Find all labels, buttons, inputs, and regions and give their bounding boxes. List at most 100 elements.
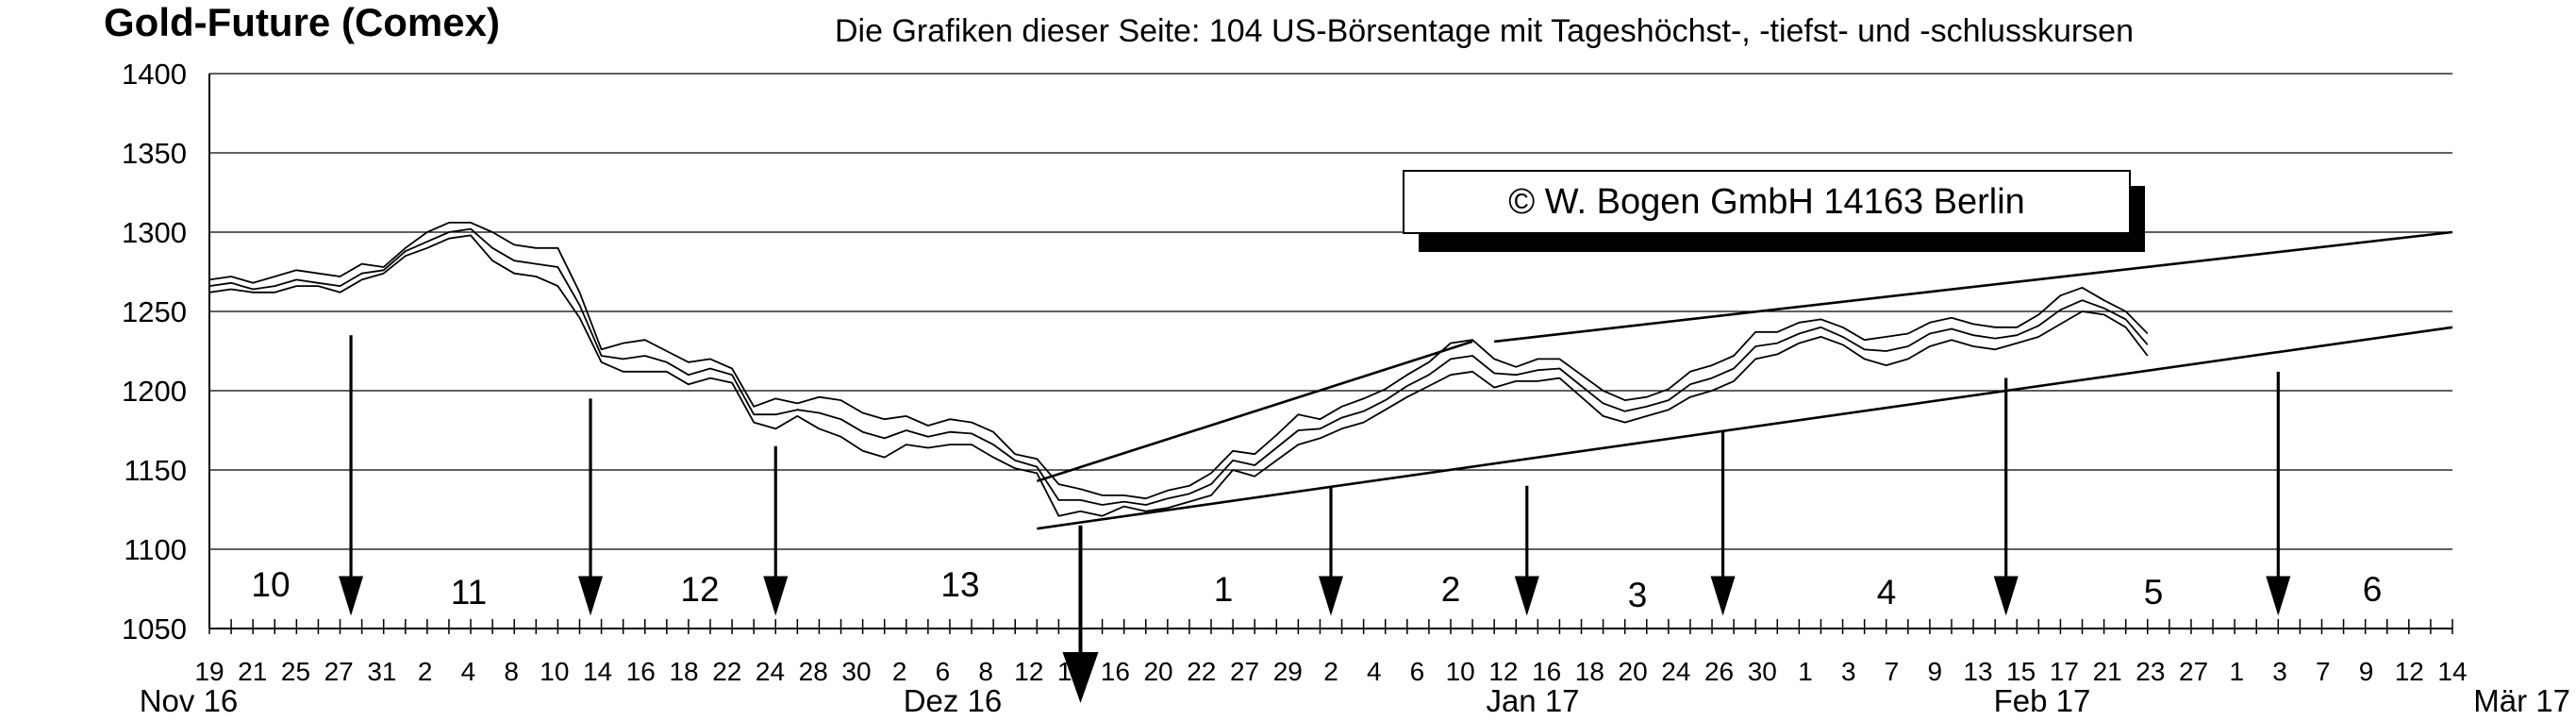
x-tick-label: 31 — [367, 657, 396, 686]
price-line — [208, 221, 2149, 500]
x-tick-label: 15 — [2006, 657, 2036, 686]
price-line — [208, 227, 2149, 506]
cycle-number: 2 — [1441, 570, 1461, 609]
x-tick-label: 4 — [461, 657, 476, 686]
x-tick-label: 30 — [1748, 657, 1777, 686]
cycle-arrow-head — [1062, 651, 1099, 703]
x-tick-label: 24 — [1661, 657, 1690, 686]
x-tick-label: 18 — [669, 657, 698, 686]
x-tick-label: 20 — [1619, 657, 1648, 686]
cycle-number: 12 — [680, 570, 719, 609]
x-tick-label: 14 — [2437, 657, 2467, 686]
trend-line — [1037, 326, 2453, 530]
x-tick-label: 27 — [1230, 657, 1259, 686]
cycle-numbers: 10 11 12 13 1 2 3 4 5 6 — [251, 565, 2382, 614]
cycle-arrow-head — [1993, 576, 2019, 616]
x-tick-label: 3 — [1841, 657, 1856, 686]
x-tick-label: 7 — [2316, 657, 2331, 686]
y-tick-label: 1100 — [124, 533, 187, 566]
cycle-arrow-head — [339, 576, 364, 616]
x-tick-label: 6 — [1410, 657, 1425, 686]
x-tick-label: 9 — [1927, 657, 1942, 686]
cycle-arrow-head — [1319, 576, 1343, 616]
cycle-arrow-head — [763, 576, 789, 616]
x-tick-label: 22 — [712, 657, 741, 686]
trend-line — [1036, 340, 1473, 482]
x-tick-label: 2 — [892, 657, 907, 686]
cycle-number: 11 — [451, 573, 487, 612]
month-label: Nov 16 — [140, 683, 239, 718]
x-tick-label: 22 — [1187, 657, 1216, 686]
copyright-text: © W. Bogen GmbH 14163 Berlin — [1508, 182, 2025, 222]
x-tick-label: 1 — [2230, 657, 2245, 686]
x-tick-label: 10 — [1446, 657, 1475, 686]
x-tick-label: 17 — [2050, 657, 2079, 686]
cycle-number: 10 — [251, 565, 290, 604]
x-tick-label: 30 — [841, 657, 871, 686]
month-label: Dez 16 — [904, 683, 1003, 718]
x-tick-label: 12 — [1014, 657, 1043, 686]
x-tick-label: 14 — [583, 657, 612, 686]
month-label: Jan 17 — [1486, 683, 1579, 718]
x-tick-label: 21 — [2093, 657, 2122, 686]
y-tick-label: 1050 — [122, 612, 187, 646]
y-tick-label: 1350 — [122, 137, 187, 170]
trend-lines — [1036, 230, 2453, 530]
y-tick-label: 1300 — [122, 216, 187, 249]
cycle-arrow-head — [1514, 576, 1539, 616]
x-tick-label: 9 — [2359, 657, 2374, 686]
cycle-arrow-head — [2266, 576, 2291, 616]
x-tick-label: 29 — [1273, 657, 1303, 686]
x-tick-label: 16 — [626, 657, 656, 686]
x-tick-label: 2 — [418, 657, 433, 686]
price-series — [208, 221, 2149, 517]
cycle-arrow-head — [1710, 576, 1736, 616]
grid — [209, 73, 2452, 550]
x-tick-label: 12 — [1488, 657, 1518, 686]
y-axis: 1050 1100 1150 1200 1250 1300 1350 1400 — [122, 58, 210, 646]
cycle-number: 6 — [2363, 570, 2383, 609]
x-axis: 1921252731248101416182224283026812141620… — [140, 619, 2570, 718]
x-tick-label: 13 — [1963, 657, 1992, 686]
x-tick-label: 10 — [540, 657, 569, 686]
x-tick-label: 16 — [1532, 657, 1561, 686]
cycle-arrow-head — [578, 576, 604, 616]
y-tick-label: 1250 — [122, 295, 187, 328]
x-tick-label: 1 — [1798, 657, 1813, 686]
x-tick-label: 23 — [2136, 657, 2165, 686]
copyright-box: © W. Bogen GmbH 14163 Berlin — [1403, 170, 2145, 252]
x-tick-label: 24 — [756, 657, 785, 686]
x-tick-label: 26 — [1704, 657, 1734, 686]
x-tick-label: 19 — [194, 657, 224, 686]
x-tick-label: 3 — [2272, 657, 2287, 686]
month-label: Mär 17 — [2473, 683, 2570, 718]
x-tick-label: 7 — [1885, 657, 1900, 686]
y-tick-label: 1150 — [124, 454, 187, 487]
price-line — [208, 234, 2149, 517]
x-tick-label: 25 — [281, 657, 310, 686]
month-label: Feb 17 — [1994, 683, 2091, 718]
y-tick-label: 1400 — [122, 58, 187, 91]
x-tick-label: 27 — [324, 657, 354, 686]
x-tick-label: 4 — [1367, 657, 1382, 686]
x-tick-label: 18 — [1575, 657, 1604, 686]
x-tick-label: 27 — [2179, 657, 2208, 686]
x-tick-label: 20 — [1143, 657, 1172, 686]
x-tick-label: 2 — [1323, 657, 1338, 686]
x-tick-label: 6 — [936, 657, 951, 686]
cycle-number: 4 — [1877, 573, 1897, 612]
cycle-arrows — [339, 335, 2291, 703]
cycle-number: 13 — [940, 565, 979, 604]
x-tick-label: 12 — [2395, 657, 2424, 686]
x-tick-label: 28 — [799, 657, 828, 686]
cycle-number: 1 — [1214, 570, 1234, 609]
chart-subtitle: Die Grafiken dieser Seite: 104 US-Börsen… — [835, 13, 2134, 49]
cycle-number: 3 — [1628, 576, 1648, 614]
x-tick-label: 16 — [1101, 657, 1130, 686]
y-tick-label: 1200 — [122, 375, 187, 408]
copyright-box-frame — [1403, 170, 2131, 234]
chart-title: Gold-Future (Comex) — [104, 0, 500, 44]
cycle-number: 5 — [2144, 573, 2164, 612]
x-tick-label: 8 — [978, 657, 993, 686]
